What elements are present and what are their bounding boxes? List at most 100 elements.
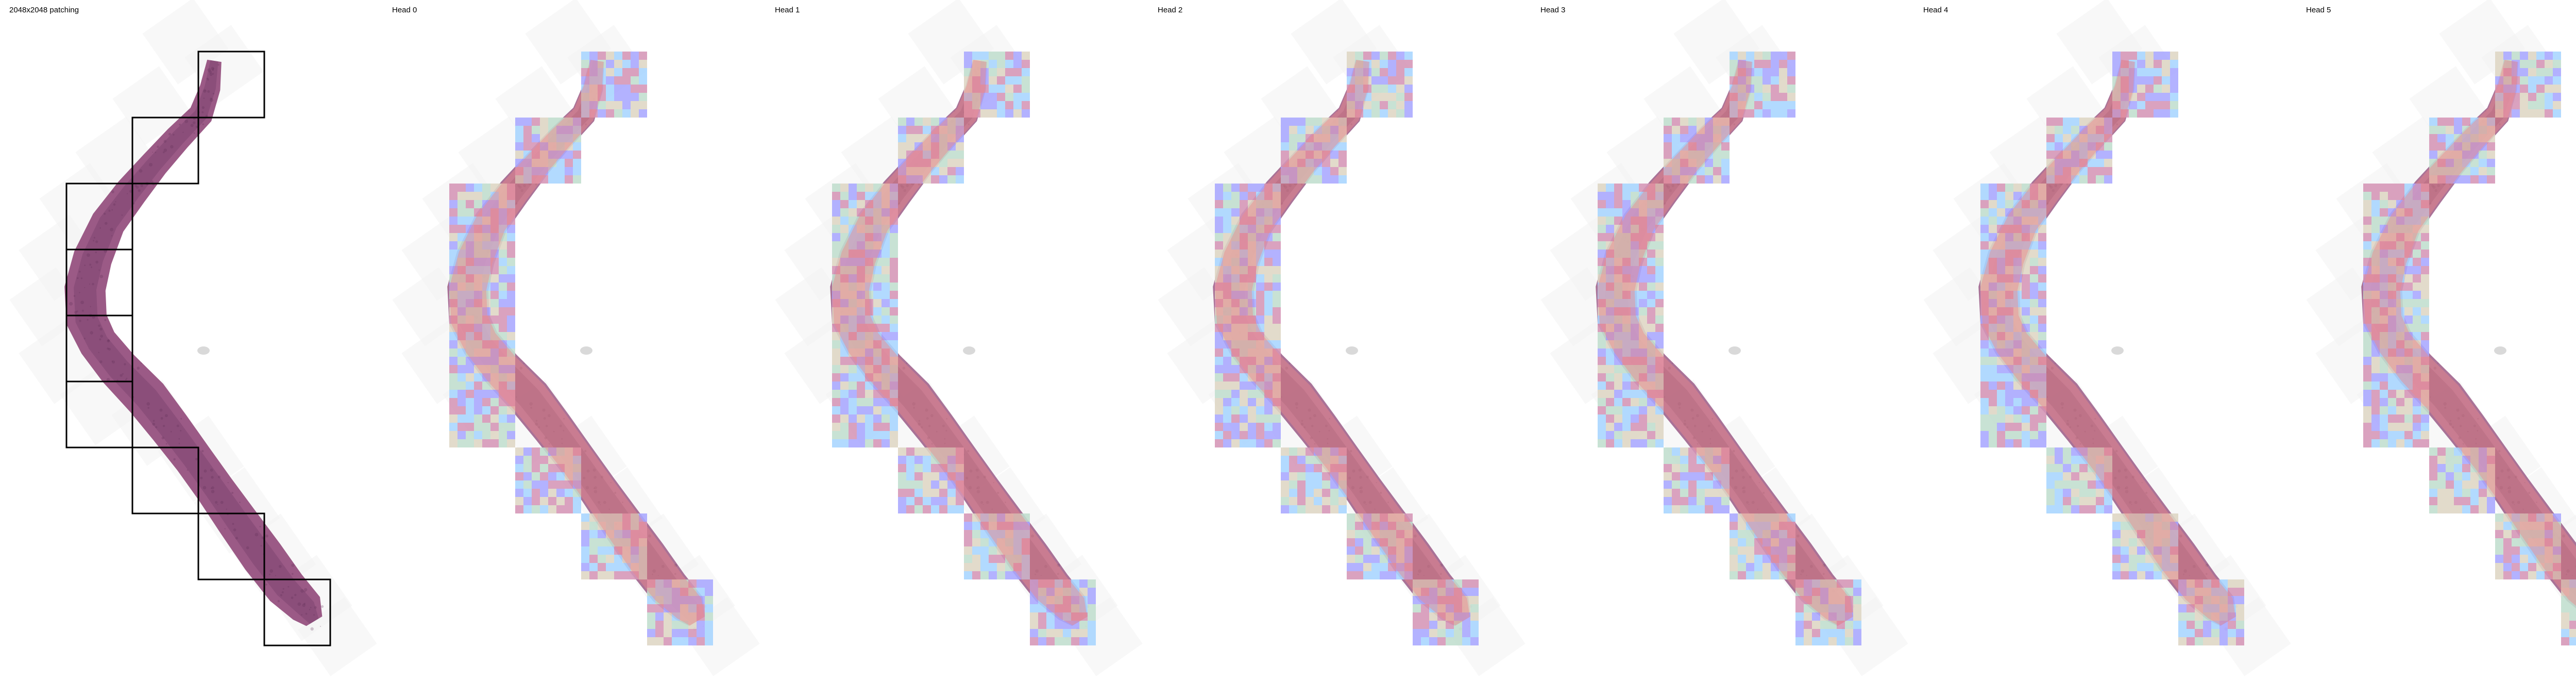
heatmap-cell	[2178, 612, 2187, 621]
heatmap-cell	[2030, 423, 2038, 431]
heatmap-cell	[499, 332, 507, 340]
heatmap-cell	[1240, 373, 1248, 381]
heatmap-cell	[1705, 159, 1713, 167]
heatmap-cell	[980, 513, 989, 522]
heatmap-cell	[474, 324, 482, 332]
heatmap-cell	[1404, 522, 1413, 530]
heatmap-cell	[1598, 414, 1606, 423]
heatmap-cell	[2088, 447, 2096, 456]
heatmap-cell	[2104, 456, 2112, 464]
heatmap-cell	[2363, 431, 2371, 439]
heatmap-cell	[2363, 348, 2371, 357]
heatmap-cell	[832, 332, 840, 340]
heatmap-cell	[1231, 307, 1240, 316]
heatmap-cell	[540, 497, 548, 505]
heatmap-cell	[1071, 579, 1079, 588]
heatmap-cell	[1614, 299, 1622, 307]
heatmap-cell	[2421, 348, 2429, 357]
heatmap-cell	[997, 93, 1005, 101]
heatmap-cell	[1598, 390, 1606, 398]
heatmap-cell	[2470, 167, 2479, 175]
tissue-speckle	[965, 476, 969, 479]
heatmap-cell	[1664, 142, 1672, 151]
heatmap-cell	[2388, 423, 2396, 431]
heatmap-cell	[2421, 439, 2429, 447]
heatmap-cell	[1606, 233, 1614, 241]
heatmap-cell	[449, 365, 457, 373]
heatmap-cell	[2363, 250, 2371, 258]
heatmap-cell	[2520, 109, 2528, 118]
heatmap-cell	[2404, 217, 2413, 225]
heatmap-cell	[499, 423, 507, 431]
heatmap-cell	[2104, 167, 2112, 175]
tissue-speckle	[2115, 450, 2118, 453]
heatmap-cell	[1396, 522, 1404, 530]
tissue-speckle	[95, 251, 97, 254]
heatmap-cell	[2088, 134, 2096, 142]
heatmap-cell	[2063, 497, 2071, 505]
heatmap-cell	[499, 258, 507, 266]
heatmap-cell	[2030, 324, 2038, 332]
heatmap-cell	[1598, 398, 1606, 406]
heatmap-cell	[1371, 85, 1380, 93]
heatmap-cell	[1231, 340, 1240, 348]
heatmap-cell	[1746, 571, 1754, 579]
heatmap-cell	[1738, 513, 1746, 522]
heatmap-cell	[1754, 52, 1762, 60]
heatmap-cell	[2129, 93, 2137, 101]
heatmap-cell	[1795, 621, 1804, 629]
heatmap-cell	[1322, 464, 1330, 472]
heatmap-cell	[2396, 381, 2404, 390]
tissue-speckle	[92, 283, 94, 286]
heatmap-cell	[1306, 505, 1314, 513]
heatmap-cell	[906, 151, 914, 159]
heatmap-cell	[1297, 142, 1306, 151]
heatmap-cell	[449, 357, 457, 365]
tissue-speckle	[928, 425, 931, 427]
heatmap-cell	[2013, 274, 2022, 283]
heatmap-cell	[1647, 357, 1655, 365]
heatmap-cell	[507, 431, 515, 439]
heatmap-cell	[540, 505, 548, 513]
heatmap-cell	[832, 241, 840, 250]
heatmap-cell	[532, 456, 540, 464]
heatmap-cell	[2413, 340, 2421, 348]
heatmap-cell	[1738, 522, 1746, 530]
heatmap-cell	[1240, 250, 1248, 258]
heatmap-cell	[1989, 390, 1997, 398]
heatmap-cell	[2088, 142, 2096, 151]
heatmap-cell	[532, 505, 540, 513]
heatmap-cell	[1223, 291, 1231, 299]
heatmap-cell	[890, 200, 898, 208]
heatmap-cell	[2022, 250, 2030, 258]
heatmap-cell	[890, 365, 898, 373]
tissue-speckle	[1296, 407, 1298, 409]
heatmap-cell	[2371, 414, 2380, 423]
tissue-speckle	[603, 501, 606, 504]
heatmap-cell	[1231, 258, 1240, 266]
heatmap-cell	[1639, 307, 1647, 316]
heatmap-cell	[2195, 596, 2203, 604]
heatmap-cell	[1063, 579, 1071, 588]
heatmap-cell	[1264, 324, 1273, 332]
heatmap-cell	[865, 258, 873, 266]
heatmap-cell	[2030, 398, 2038, 406]
heatmap-cell	[490, 266, 499, 274]
tissue-speckle	[2183, 573, 2184, 575]
heatmap-cell	[857, 274, 865, 283]
heatmap-cell	[1256, 266, 1264, 274]
heatmap-cell	[1223, 316, 1231, 324]
heatmap-cell	[1380, 101, 1388, 109]
heatmap-cell	[1281, 134, 1289, 142]
heatmap-cell	[2046, 472, 2055, 480]
heatmap-cell	[1297, 175, 1306, 184]
tissue-speckle	[515, 202, 518, 205]
heatmap-cell	[1647, 241, 1655, 250]
heatmap-cell	[622, 76, 631, 85]
heatmap-cell	[2079, 464, 2088, 472]
heatmap-cell	[622, 101, 631, 109]
tissue-speckle	[2536, 502, 2537, 503]
heatmap-cell	[1598, 439, 1606, 447]
heatmap-cell	[1248, 414, 1256, 423]
tissue-speckle	[925, 408, 928, 412]
